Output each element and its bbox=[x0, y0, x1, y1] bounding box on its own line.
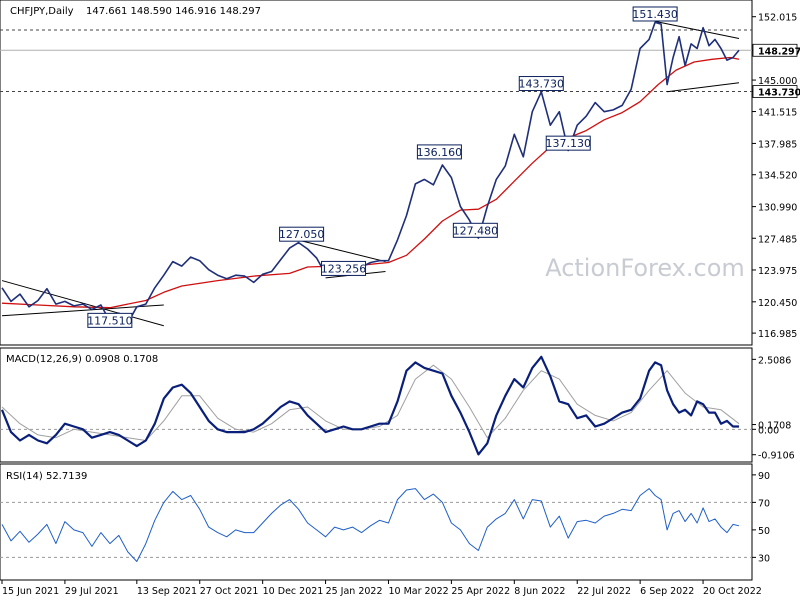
rsi-tick-label-1: 70 bbox=[758, 498, 770, 509]
annotation-label-7: 117.510 bbox=[87, 314, 133, 327]
price-tick-label-4: 141.515 bbox=[758, 108, 797, 119]
price-panel-frame bbox=[0, 0, 753, 346]
watermark: ActionForex.com bbox=[545, 254, 745, 282]
rsi-line bbox=[1, 488, 740, 562]
annotation-6: 123.256 bbox=[321, 260, 367, 276]
annotation-box-5 bbox=[279, 226, 325, 242]
macd-tick-label-3: -0.9106 bbox=[758, 451, 795, 462]
annotation-label-4: 127.480 bbox=[453, 224, 499, 237]
chart-header-symbol: CHFJPY,Daily bbox=[10, 6, 74, 17]
annotation-2: 137.130 bbox=[545, 135, 591, 151]
annotation-box-7 bbox=[87, 312, 133, 328]
rsi-tick-label-2: 50 bbox=[758, 526, 770, 537]
macd-tick-label-2: 0.00 bbox=[758, 425, 779, 436]
annotation-4: 127.480 bbox=[452, 222, 499, 238]
annotation-box-6 bbox=[321, 260, 367, 276]
price-tick-label-2: 145.000 bbox=[758, 76, 797, 87]
annotation-label-3: 136.160 bbox=[417, 146, 463, 159]
price-layer: 151.430 143.730 137.130 136.160 127.480 127.0… bbox=[0, 6, 752, 328]
price-tick-box-3 bbox=[752, 85, 798, 98]
price-tick-label-3: 143.730 bbox=[758, 88, 800, 99]
annotation-5: 127.050 bbox=[279, 226, 325, 242]
moving-average-line bbox=[1, 56, 740, 309]
x-tick-label-10: 6 Sep 2022 bbox=[640, 586, 694, 597]
x-tick-label-4: 10 Dec 2021 bbox=[263, 586, 324, 597]
x-tick-label-1: 29 Jul 2021 bbox=[65, 586, 119, 597]
annotation-0: 151.430 bbox=[632, 6, 678, 22]
price-tick-label-1: 148.297 bbox=[758, 46, 800, 57]
annotation-1: 143.730 bbox=[518, 76, 565, 92]
annotation-label-5: 127.050 bbox=[279, 228, 325, 241]
annotation-box-1 bbox=[518, 76, 564, 92]
macd-label: MACD(12,26,9) 0.0908 0.1708 bbox=[6, 354, 158, 365]
annotation-box-3 bbox=[416, 144, 462, 160]
price-tick-box-1 bbox=[752, 43, 798, 57]
price-tick-label-5: 137.985 bbox=[758, 139, 797, 150]
macd-line bbox=[0, 355, 739, 456]
x-tick-label-2: 13 Sep 2021 bbox=[137, 586, 197, 597]
x-tick-label-6: 10 Mar 2022 bbox=[388, 586, 448, 597]
price-tick-label-10: 120.450 bbox=[758, 298, 797, 309]
macd-signal-line bbox=[1, 364, 740, 441]
annotation-3: 136.160 bbox=[416, 144, 463, 160]
x-tick-label-5: 25 Jan 2022 bbox=[326, 586, 383, 597]
price-tick-label-0: 152.015 bbox=[758, 13, 797, 24]
macd-layer bbox=[0, 355, 752, 456]
price-tick-label-7: 130.990 bbox=[758, 203, 797, 214]
annotation-label-0: 151.430 bbox=[632, 8, 678, 21]
trendline-2 bbox=[301, 240, 386, 263]
x-tick-label-9: 22 Jul 2022 bbox=[577, 586, 631, 597]
x-tick-label-7: 25 Apr 2022 bbox=[451, 586, 510, 597]
rsi-label: RSI(14) 52.7139 bbox=[6, 471, 87, 482]
x-tick-label-0: 15 Jun 2021 bbox=[2, 586, 59, 597]
annotation-label-2: 137.130 bbox=[545, 137, 591, 150]
macd-panel-frame bbox=[0, 347, 753, 463]
trendline-5 bbox=[667, 82, 740, 93]
price-tick-label-8: 127.485 bbox=[758, 234, 797, 245]
annotation-7: 117.510 bbox=[87, 312, 133, 328]
annotation-box-4 bbox=[452, 222, 498, 238]
rsi-layer bbox=[0, 488, 752, 562]
macd-tick-label-0: 2.5086 bbox=[758, 355, 791, 366]
price-tick-label-6: 134.520 bbox=[758, 171, 797, 182]
x-tick-label-3: 27 Oct 2021 bbox=[200, 586, 259, 597]
annotation-label-6: 123.256 bbox=[321, 262, 367, 275]
macd-tick-label-1: 0.1708 bbox=[758, 421, 791, 432]
annotation-box-0 bbox=[632, 6, 678, 22]
axes-layer: 152.015148.297145.000143.730141.515137.9… bbox=[1, 13, 800, 597]
trendline-4 bbox=[655, 20, 740, 40]
annotation-box-2 bbox=[545, 135, 591, 151]
x-tick-label-8: 8 Jun 2022 bbox=[514, 586, 565, 597]
chart-header-ohlc: 147.661 148.590 146.916 148.297 bbox=[86, 6, 261, 17]
x-tick-label-11: 20 Oct 2022 bbox=[703, 586, 762, 597]
trendline-0 bbox=[1, 280, 164, 327]
price-tick-label-11: 116.985 bbox=[758, 329, 797, 340]
price-tick-label-9: 123.975 bbox=[758, 266, 797, 277]
rsi-tick-label-0: 90 bbox=[758, 471, 770, 482]
rsi-tick-label-3: 30 bbox=[758, 553, 770, 564]
annotation-label-1: 143.730 bbox=[519, 78, 565, 91]
